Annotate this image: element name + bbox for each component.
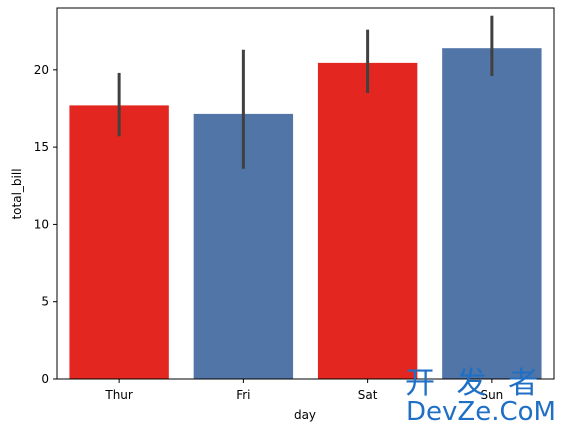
watermark-logo-cn: 开 发 者 xyxy=(405,366,544,401)
plot-frame xyxy=(56,7,555,380)
x-tick-label: Thur xyxy=(104,388,133,402)
x-tick-label: Sun xyxy=(480,388,503,402)
y-tick-label: 10 xyxy=(34,217,49,231)
error-bars-group xyxy=(117,15,494,169)
bar-sat xyxy=(317,62,418,380)
y-axis-label: total_bill xyxy=(10,168,24,219)
bars-group xyxy=(69,48,542,380)
x-axis-label: day xyxy=(294,408,316,422)
x-tick-label: Fri xyxy=(236,388,250,402)
y-tick-label: 20 xyxy=(34,63,49,77)
x-axis: Thur Fri Sat Sun xyxy=(104,379,503,402)
y-tick-label: 5 xyxy=(41,295,49,309)
x-tick-label: Sat xyxy=(358,388,378,402)
y-axis: 0 5 10 15 20 xyxy=(34,63,57,386)
y-tick-label: 0 xyxy=(41,372,49,386)
y-tick-label: 15 xyxy=(34,140,49,154)
bar-thur xyxy=(69,105,169,379)
watermark-logo-en: DevZe.CoM xyxy=(406,397,556,427)
bar-sun xyxy=(442,48,542,380)
